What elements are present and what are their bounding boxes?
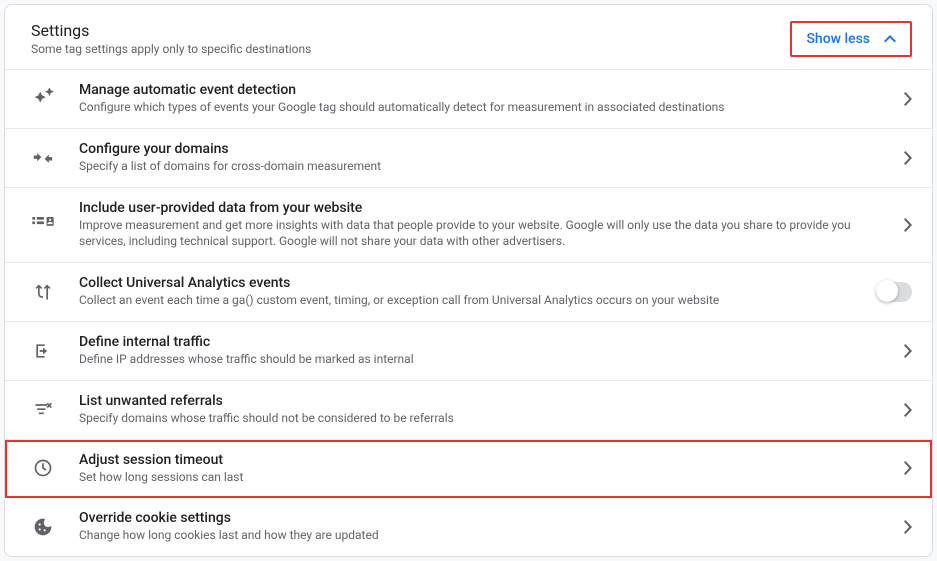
settings-header: Settings Some tag settings apply only to… <box>5 5 932 70</box>
fork-icon <box>31 280 55 304</box>
row-action-chevron <box>904 344 912 358</box>
row-action-toggle <box>876 282 912 302</box>
row-description: Configure which types of events your Goo… <box>79 99 888 116</box>
clock-icon <box>31 456 55 480</box>
header-text: Settings Some tag settings apply only to… <box>31 21 790 56</box>
row-description: Specify domains whose traffic should not… <box>79 410 888 427</box>
row-action-chevron <box>904 403 912 417</box>
show-less-button[interactable]: Show less <box>790 21 912 57</box>
settings-row[interactable]: Configure your domainsSpecify a list of … <box>5 129 932 188</box>
settings-row[interactable]: Adjust session timeoutSet how long sessi… <box>5 440 932 499</box>
row-description: Improve measurement and get more insight… <box>79 217 888 251</box>
row-title: Adjust session timeout <box>79 452 888 468</box>
row-action-chevron <box>904 520 912 534</box>
show-less-label: Show less <box>806 31 870 47</box>
exit-icon <box>31 339 55 363</box>
row-text: Define internal trafficDefine IP address… <box>79 334 888 368</box>
settings-card: Settings Some tag settings apply only to… <box>4 4 933 557</box>
chevron-right-icon <box>904 403 912 417</box>
settings-row[interactable]: Define internal trafficDefine IP address… <box>5 322 932 381</box>
chevron-right-icon <box>904 520 912 534</box>
chevron-up-icon <box>884 35 896 43</box>
settings-row[interactable]: Collect Universal Analytics eventsCollec… <box>5 263 932 322</box>
row-text: Adjust session timeoutSet how long sessi… <box>79 452 888 486</box>
chevron-right-icon <box>904 151 912 165</box>
row-text: Collect Universal Analytics eventsCollec… <box>79 275 860 309</box>
row-description: Define IP addresses whose traffic should… <box>79 351 888 368</box>
chevron-right-icon <box>904 92 912 106</box>
row-action-chevron <box>904 461 912 475</box>
filter-off-icon <box>31 398 55 422</box>
settings-row[interactable]: Manage automatic event detectionConfigur… <box>5 70 932 129</box>
cookie-icon <box>31 515 55 539</box>
row-action-chevron <box>904 151 912 165</box>
row-description: Change how long cookies last and how the… <box>79 527 888 544</box>
row-title: Collect Universal Analytics events <box>79 275 860 291</box>
page-title: Settings <box>31 21 790 40</box>
settings-row[interactable]: Override cookie settingsChange how long … <box>5 498 932 556</box>
row-text: Include user-provided data from your web… <box>79 200 888 251</box>
row-title: Override cookie settings <box>79 510 888 526</box>
settings-list: Manage automatic event detectionConfigur… <box>5 70 932 556</box>
badge-icon <box>31 213 55 237</box>
settings-row[interactable]: List unwanted referralsSpecify domains w… <box>5 381 932 440</box>
row-text: List unwanted referralsSpecify domains w… <box>79 393 888 427</box>
row-description: Set how long sessions can last <box>79 469 888 486</box>
row-title: Manage automatic event detection <box>79 82 888 98</box>
chevron-right-icon <box>904 461 912 475</box>
chevron-right-icon <box>904 344 912 358</box>
page-subtitle: Some tag settings apply only to specific… <box>31 42 790 56</box>
toggle-switch[interactable] <box>876 282 912 302</box>
row-description: Collect an event each time a ga() custom… <box>79 292 860 309</box>
row-title: Include user-provided data from your web… <box>79 200 888 216</box>
row-title: Define internal traffic <box>79 334 888 350</box>
chevron-right-icon <box>904 218 912 232</box>
row-title: List unwanted referrals <box>79 393 888 409</box>
row-description: Specify a list of domains for cross-doma… <box>79 158 888 175</box>
row-title: Configure your domains <box>79 141 888 157</box>
row-text: Manage automatic event detectionConfigur… <box>79 82 888 116</box>
row-action-chevron <box>904 218 912 232</box>
sparkles-icon <box>31 87 55 111</box>
merge-icon <box>31 146 55 170</box>
settings-row[interactable]: Include user-provided data from your web… <box>5 188 932 264</box>
row-action-chevron <box>904 92 912 106</box>
row-text: Configure your domainsSpecify a list of … <box>79 141 888 175</box>
row-text: Override cookie settingsChange how long … <box>79 510 888 544</box>
